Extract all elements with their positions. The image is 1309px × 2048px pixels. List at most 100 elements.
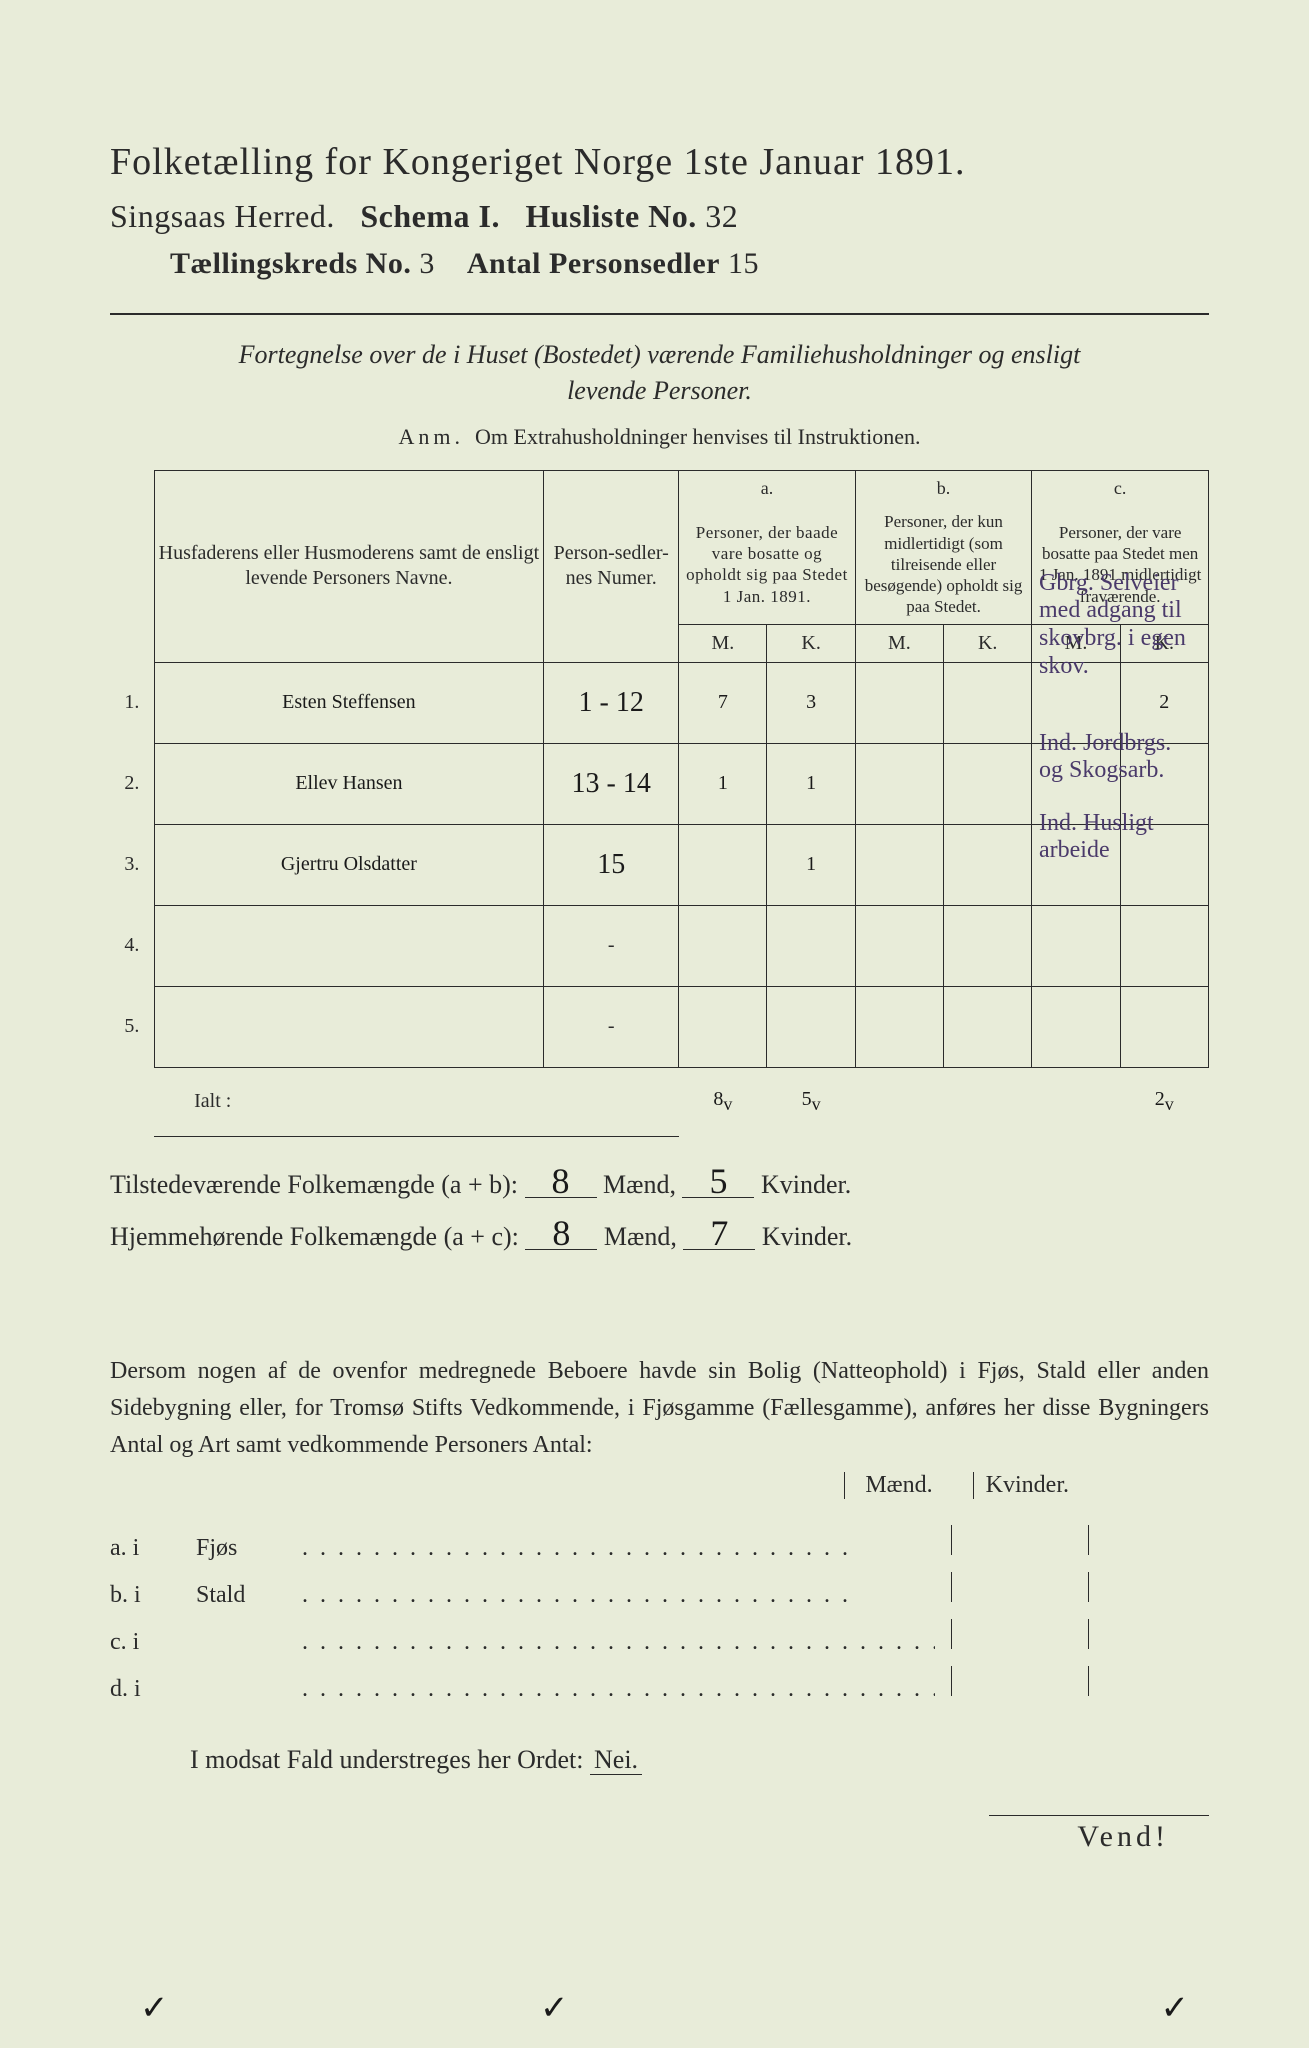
kvinder-label: Kvinder. — [762, 1222, 852, 1251]
row-n: 2. — [110, 743, 154, 824]
vend-label: Vend! — [989, 1815, 1209, 1854]
row-bk — [944, 824, 1032, 905]
kreds-label: Tællingskreds No. — [170, 247, 411, 280]
sub-maend: Mænd. — [844, 1472, 932, 1499]
ialt-am: 8v — [679, 1067, 767, 1136]
divider-1 — [110, 313, 1209, 315]
th-b-m: M. — [855, 624, 943, 662]
fortegnelse-heading: Fortegnelse over de i Huset (Bostedet) v… — [110, 337, 1209, 410]
table-row: 5. - — [110, 986, 1209, 1067]
table-row: 4. - — [110, 905, 1209, 986]
sub-label: Fjøs — [196, 1535, 286, 1562]
anm-label: Anm. — [399, 424, 465, 449]
sub-lead: d. i — [110, 1676, 180, 1703]
herred-value: Singsaas — [110, 198, 226, 234]
kreds-value: 3 — [419, 247, 435, 280]
sub-lead: b. i — [110, 1582, 180, 1609]
row-ak: 1 — [767, 824, 855, 905]
tilstede-m: 8 — [525, 1165, 597, 1198]
husliste-value: 32 — [705, 198, 738, 234]
row-bm — [855, 824, 943, 905]
row-name: Ellev Hansen — [154, 743, 544, 824]
totals-block: Tilstedeværende Folkemængde (a + b): 8 M… — [110, 1159, 1209, 1263]
title-line-3: Tællingskreds No. 3 Antal Personsedler 1… — [110, 247, 1209, 281]
row-name: Gjertru Olsdatter — [154, 824, 544, 905]
row-name — [154, 986, 544, 1067]
dots: . . . . . . . . . . . . . . . . . . . . … — [302, 1582, 935, 1609]
herred-label: Herred. — [235, 198, 335, 234]
husliste-label: Husliste No. — [525, 198, 696, 234]
maend-label: Mænd, — [603, 1170, 676, 1199]
margin-note-3: Ind. Husligt arbeide — [1039, 810, 1199, 865]
personsedler-value: 15 — [728, 247, 759, 280]
row-name: Esten Steffensen — [154, 662, 544, 743]
th-a-label: a. — [679, 470, 856, 505]
row-numer: - — [544, 905, 679, 986]
row-ak: 1 — [767, 743, 855, 824]
anm-text: Om Extrahusholdninger henvises til Instr… — [475, 424, 920, 449]
row-am: 1 — [679, 743, 767, 824]
ialt-ak: 5v — [767, 1067, 855, 1136]
tick-mark: ✓ — [1161, 1988, 1190, 2028]
row-am — [679, 824, 767, 905]
th-a-m: M. — [679, 624, 767, 662]
dersom-paragraph: Dersom nogen af de ovenfor medregnede Be… — [110, 1353, 1209, 1465]
hjemme-k: 7 — [683, 1217, 755, 1250]
sub-row: b. i Stald . . . . . . . . . . . . . . .… — [110, 1572, 1209, 1609]
row-n: 4. — [110, 905, 154, 986]
row-n: 1. — [110, 662, 154, 743]
sub-list: a. i Fjøs . . . . . . . . . . . . . . . … — [110, 1525, 1209, 1703]
row-am: 7 — [679, 662, 767, 743]
dots: . . . . . . . . . . . . . . . . . . . . … — [302, 1629, 935, 1656]
schema-label: Schema I. — [360, 198, 500, 234]
dots: . . . . . . . . . . . . . . . . . . . . … — [302, 1676, 935, 1703]
row-name — [154, 905, 544, 986]
ialt-label: Ialt : — [154, 1067, 544, 1136]
sub-row: a. i Fjøs . . . . . . . . . . . . . . . … — [110, 1525, 1209, 1562]
row-bk — [944, 662, 1032, 743]
sub-label: Stald — [196, 1582, 286, 1609]
th-c-label: c. — [1032, 470, 1209, 505]
tick-mark: ✓ — [140, 1988, 169, 2028]
sub-lead: c. i — [110, 1629, 180, 1656]
hjemme-label: Hjemmehørende Folkemængde (a + c): — [110, 1222, 519, 1251]
sub-row: c. i . . . . . . . . . . . . . . . . . .… — [110, 1619, 1209, 1656]
title-line-2: Singsaas Herred. Schema I. Husliste No. … — [110, 198, 1209, 235]
anm-line: Anm. Om Extrahusholdninger henvises til … — [110, 424, 1209, 450]
row-numer: 1 - 12 — [544, 662, 679, 743]
title-line-1: Folketælling for Kongeriget Norge 1ste J… — [110, 140, 1209, 184]
sub-kvinder: Kvinder. — [973, 1472, 1069, 1499]
maend-label: Mænd, — [604, 1222, 677, 1251]
sub-lead: a. i — [110, 1535, 180, 1562]
th-a-k: K. — [767, 624, 855, 662]
th-b-text: Personer, der kun midlertidigt (som tilr… — [855, 505, 1032, 624]
sub-row: d. i . . . . . . . . . . . . . . . . . .… — [110, 1666, 1209, 1703]
th-b-k: K. — [944, 624, 1032, 662]
th-b-label: b. — [855, 470, 1032, 505]
row-n: 5. — [110, 986, 154, 1067]
dots: . . . . . . . . . . . . . . . . . . . . … — [302, 1535, 935, 1562]
row-numer: 13 - 14 — [544, 743, 679, 824]
row-numer: - — [544, 986, 679, 1067]
row-ak: 3 — [767, 662, 855, 743]
th-names: Husfaderens eller Husmoderens samt de en… — [154, 470, 544, 662]
kvinder-label: Kvinder. — [761, 1170, 851, 1199]
hjemme-m: 8 — [525, 1217, 597, 1250]
fortegnelse-1: Fortegnelse over de i Huset (Bostedet) v… — [239, 340, 1081, 369]
table-wrapper: Gbrg. Selveier med adgang til skovbrg. i… — [110, 470, 1209, 1137]
ialt-ck: 2v — [1120, 1067, 1208, 1136]
sub-table-header: Mænd. Kvinder. — [110, 1472, 1209, 1499]
th-a-text: Personer, der baade vare bosatte og opho… — [679, 505, 856, 624]
row-numer: 15 — [544, 824, 679, 905]
row-bm — [855, 743, 943, 824]
personsedler-label: Antal Personsedler — [467, 247, 720, 280]
margin-note-2: Ind. Jordbrgs. og Skogsarb. — [1039, 730, 1199, 785]
fortegnelse-2: levende Personer. — [567, 376, 752, 405]
tilstede-label: Tilstedeværende Folkemængde (a + b): — [110, 1170, 518, 1199]
row-bk — [944, 743, 1032, 824]
ialt-row: Ialt : 8v 5v 2v — [110, 1067, 1209, 1136]
modsat-line: I modsat Fald understreges her Ordet: Ne… — [110, 1745, 1209, 1775]
tick-mark: ✓ — [540, 1988, 569, 2028]
row-n: 3. — [110, 824, 154, 905]
th-numer: Person-sedler-nes Numer. — [544, 470, 679, 662]
